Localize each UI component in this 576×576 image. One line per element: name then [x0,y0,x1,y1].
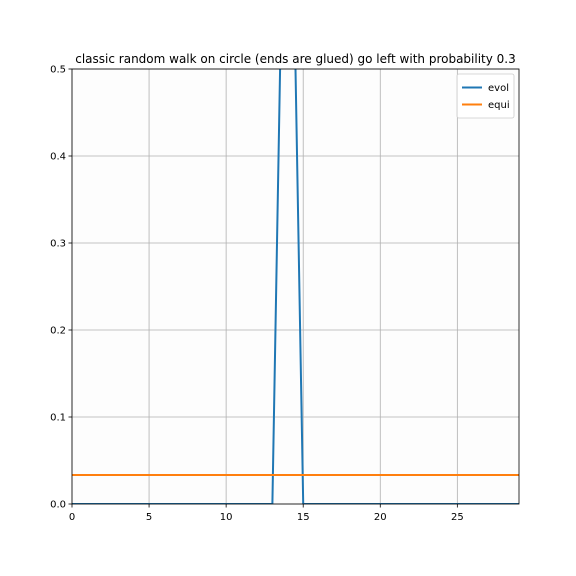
legend-label-evol: evol [488,83,509,94]
x-tick-label: 15 [297,512,310,523]
y-tick-label: 0.1 [50,413,66,424]
plot-area [72,69,519,504]
legend-box [456,73,515,119]
legend: evol equi [456,73,515,119]
x-tick-label: 25 [451,512,464,523]
x-tick-label: 10 [220,512,233,523]
y-axis: 0.0 0.1 0.2 0.3 0.4 0.5 [50,65,72,511]
chart-title: classic random walk on circle (ends are … [75,52,516,66]
grid [71,68,519,505]
y-tick-label: 0.2 [50,326,66,337]
x-tick-label: 5 [146,512,152,523]
legend-label-equi: equi [488,100,510,111]
x-tick-label: 20 [374,512,387,523]
series-layer [72,69,519,504]
x-axis: 0 5 10 15 20 25 [69,504,464,523]
y-tick-label: 0.0 [50,500,66,511]
y-tick-label: 0.5 [50,65,66,76]
y-tick-label: 0.3 [50,239,66,250]
x-tick-label: 0 [69,512,75,523]
y-tick-label: 0.4 [50,152,66,163]
plot-frame [71,68,520,505]
